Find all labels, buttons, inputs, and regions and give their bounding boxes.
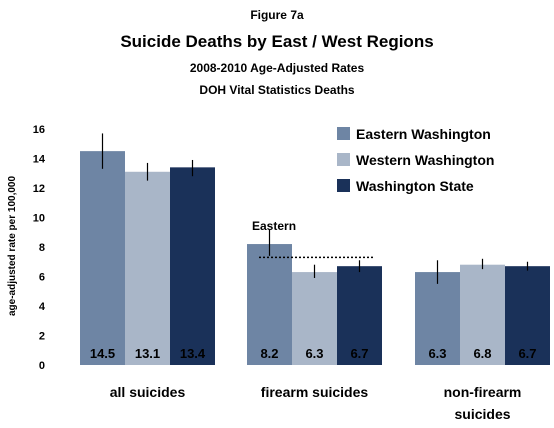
- plot-area: 0 2 4 6 8 10 12 14 16 14.5 8.2 6.3 13.1 6.3 6.8 13.4 6.7…: [33, 124, 550, 422]
- bar-1-2: [460, 264, 505, 365]
- y-tick-label: 12: [33, 183, 45, 195]
- bar-1-1: [292, 272, 337, 365]
- bar-2-2: [505, 266, 550, 365]
- y-tick-label: 4: [39, 301, 46, 313]
- bar-0-0: [80, 151, 125, 365]
- data-label: 6.8: [473, 346, 491, 361]
- legend-label-0: Eastern Washington: [356, 126, 491, 142]
- data-label: 8.2: [260, 346, 278, 361]
- y-tick-label: 16: [33, 124, 45, 136]
- y-tick-label: 10: [33, 213, 45, 225]
- category-label: suicides: [454, 406, 510, 422]
- chart-subtitle-line-1: 2008-2010 Age-Adjusted Rates: [190, 61, 365, 75]
- bar-0-2: [415, 272, 460, 365]
- chart-title: Suicide Deaths by East / West Regions: [120, 32, 433, 51]
- data-label: 13.1: [135, 346, 160, 361]
- category-label: firearm suicides: [261, 384, 369, 400]
- y-tick-label: 8: [39, 242, 45, 254]
- data-label: 13.4: [180, 346, 206, 361]
- annotation-label: Eastern: [252, 219, 296, 233]
- category-label: non-firearm: [444, 384, 522, 400]
- legend-swatch-2: [337, 179, 350, 192]
- chart-subtitle-line-2: DOH Vital Statistics Deaths: [199, 83, 354, 97]
- figure-label: Figure 7a: [250, 8, 304, 22]
- bar-1-0: [125, 171, 170, 365]
- legend-label-1: Western Washington: [356, 152, 494, 168]
- bar-2-1: [337, 266, 382, 365]
- y-tick-label: 14: [33, 154, 46, 166]
- category-label: all suicides: [110, 384, 186, 400]
- y-axis-label: age-adjusted rate per 100,000: [7, 176, 18, 317]
- bar-0-1: [247, 244, 292, 365]
- data-label: 14.5: [90, 346, 115, 361]
- bar-2-0: [170, 167, 215, 365]
- legend-label-2: Washington State: [356, 178, 474, 194]
- data-label: 6.7: [518, 346, 536, 361]
- data-label: 6.3: [305, 346, 323, 361]
- y-tick-label: 2: [39, 331, 45, 343]
- legend-swatch-0: [337, 127, 350, 140]
- y-tick-label: 0: [39, 360, 45, 372]
- data-label: 6.3: [428, 346, 446, 361]
- data-label: 6.7: [350, 346, 368, 361]
- legend-swatch-1: [337, 153, 350, 166]
- y-tick-label: 6: [39, 272, 45, 284]
